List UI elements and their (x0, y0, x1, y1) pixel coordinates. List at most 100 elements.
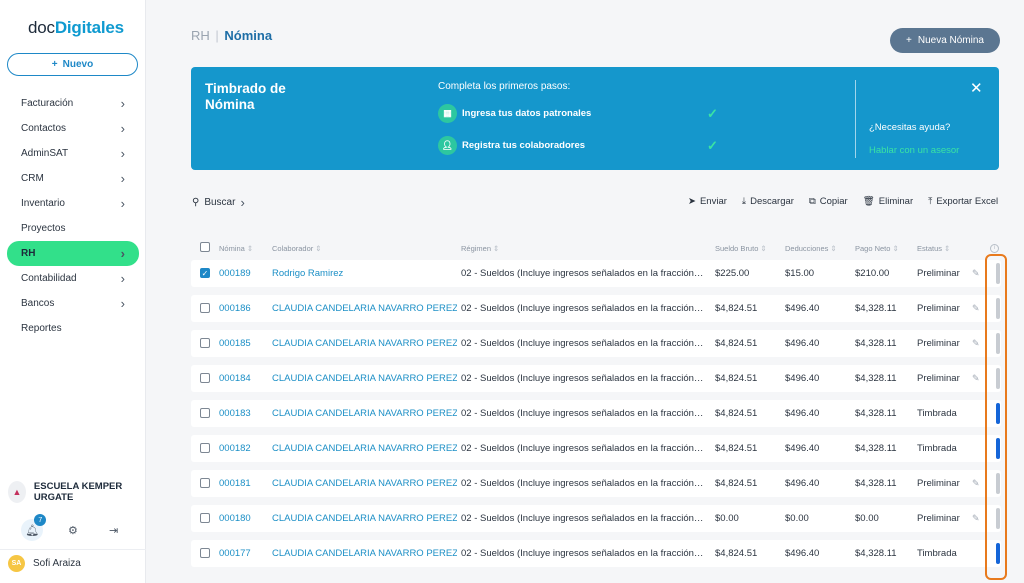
column-header-estatus[interactable]: Estatus ⇕ (917, 244, 950, 253)
table-row[interactable]: 000180 CLAUDIA CANDELARIA NAVARRO PEREZ 02… (191, 505, 1001, 532)
edit-pencil-icon[interactable]: ✎ (972, 268, 980, 278)
cell-colaborador[interactable]: CLAUDIA CANDELARIA NAVARRO PEREZ (272, 478, 457, 489)
cell-nomina[interactable]: 000181 (219, 478, 251, 489)
settings-gear-icon[interactable]: ⚙ (68, 524, 78, 537)
step-employer-data[interactable]: ▦ Ingresa tus datos patronales (438, 104, 591, 123)
row-checkbox[interactable] (200, 548, 210, 558)
row-checkbox[interactable] (200, 513, 210, 523)
organization-logo-icon: ▲ (8, 481, 26, 503)
cell-colaborador[interactable]: CLAUDIA CANDELARIA NAVARRO PEREZ (272, 548, 457, 559)
edit-pencil-icon[interactable]: ✎ (972, 513, 980, 523)
row-checkbox[interactable]: ✓ (200, 268, 210, 278)
cell-deducciones: $496.40 (785, 478, 820, 489)
sidebar-item-rh[interactable]: RH › (7, 241, 139, 266)
search-toggle[interactable]: ⚲ Buscar › (192, 196, 245, 209)
sidebar-item-inventario[interactable]: Inventario › (7, 191, 139, 216)
sidebar-nav: Facturación › Contactos › AdminSAT › CRM › Inven… (7, 91, 139, 341)
cell-nomina[interactable]: 000182 (219, 443, 251, 454)
organization-switcher[interactable]: ▲ ESCUELA KEMPER URGATE (8, 481, 140, 503)
sidebar-item-proyectos[interactable]: Proyectos (7, 216, 139, 241)
copy-button[interactable]: ⧉ Copiar (809, 196, 848, 207)
row-checkbox[interactable] (200, 373, 210, 383)
column-header-pago-neto[interactable]: Pago Neto ⇕ (855, 244, 899, 253)
new-payroll-button[interactable]: + Nueva Nómina (890, 28, 1000, 53)
cell-regimen: 02 - Sueldos (Incluye ingresos señalados… (461, 443, 706, 454)
select-all-checkbox[interactable] (200, 242, 210, 252)
breadcrumb-parent[interactable]: RH (191, 28, 210, 43)
table-row[interactable]: 000177 CLAUDIA CANDELARIA NAVARRO PEREZ 02… (191, 540, 1001, 567)
cell-nomina[interactable]: 000185 (219, 338, 251, 349)
download-button[interactable]: ⤓ Descargar (742, 196, 794, 207)
cell-nomina[interactable]: 000189 (219, 268, 251, 279)
cell-sueldo-bruto: $4,824.51 (715, 303, 758, 314)
logout-icon[interactable]: ⇥ (109, 524, 119, 537)
cell-regimen: 02 - Sueldos (Incluye ingresos señalados… (461, 478, 706, 489)
table-row[interactable]: ✓ 000189 Rodrigo Ramirez 02 - Sueldos (Incl… (191, 260, 1001, 287)
cell-nomina[interactable]: 000183 (219, 408, 251, 419)
close-icon[interactable]: ✕ (970, 80, 983, 97)
checkmark-icon: ✓ (707, 106, 718, 121)
column-label: Estatus (917, 244, 943, 253)
sidebar-item-facturaci-n[interactable]: Facturación › (7, 91, 139, 116)
cell-regimen: 02 - Sueldos (Incluye ingresos señalados… (461, 268, 706, 279)
column-header-sueldo-bruto[interactable]: Sueldo Bruto ⇕ (715, 244, 767, 253)
cell-colaborador[interactable]: Rodrigo Ramirez (272, 268, 344, 279)
table-row[interactable]: 000186 CLAUDIA CANDELARIA NAVARRO PEREZ 02… (191, 295, 1001, 322)
sidebar-item-contabilidad[interactable]: Contabilidad › (7, 266, 139, 291)
sidebar-item-label: Facturación (21, 98, 74, 109)
step-employees[interactable]: 👤︎ Registra tus colaboradores (438, 136, 585, 155)
sidebar-item-adminsat[interactable]: AdminSAT › (7, 141, 139, 166)
table-row[interactable]: 000182 CLAUDIA CANDELARIA NAVARRO PEREZ 02… (191, 435, 1001, 462)
table-row[interactable]: 000181 CLAUDIA CANDELARIA NAVARRO PEREZ 02… (191, 470, 1001, 497)
sidebar-item-label: Bancos (21, 298, 55, 309)
new-button[interactable]: + Nuevo (7, 53, 138, 76)
row-checkbox[interactable] (200, 408, 210, 418)
cell-nomina[interactable]: 000180 (219, 513, 251, 524)
table-row[interactable]: 000183 CLAUDIA CANDELARIA NAVARRO PEREZ 02… (191, 400, 1001, 427)
table-row[interactable]: 000184 CLAUDIA CANDELARIA NAVARRO PEREZ 02… (191, 365, 1001, 392)
table-row[interactable]: 000185 CLAUDIA CANDELARIA NAVARRO PEREZ 02… (191, 330, 1001, 357)
cell-nomina[interactable]: 000184 (219, 373, 251, 384)
avatar: SA (8, 555, 25, 572)
row-checkbox[interactable] (200, 478, 210, 488)
edit-pencil-icon[interactable]: ✎ (972, 338, 980, 348)
export-excel-button[interactable]: ⤒ Exportar Excel (928, 196, 998, 207)
column-header-colaborador[interactable]: Colaborador ⇕ (272, 244, 322, 253)
cell-nomina[interactable]: 000186 (219, 303, 251, 314)
sidebar-item-reportes[interactable]: Reportes (7, 316, 139, 341)
send-button[interactable]: ➤ Enviar (688, 196, 727, 207)
cell-colaborador[interactable]: CLAUDIA CANDELARIA NAVARRO PEREZ (272, 408, 457, 419)
cell-deducciones: $496.40 (785, 373, 820, 384)
edit-pencil-icon[interactable]: ✎ (972, 373, 980, 383)
cell-colaborador[interactable]: CLAUDIA CANDELARIA NAVARRO PEREZ (272, 373, 457, 384)
export-label: Exportar Excel (936, 196, 999, 207)
send-icon: ➤ (688, 196, 696, 207)
cell-colaborador[interactable]: CLAUDIA CANDELARIA NAVARRO PEREZ (272, 303, 457, 314)
column-header-regimen[interactable]: Régimen ⇕ (461, 244, 499, 253)
cell-colaborador[interactable]: CLAUDIA CANDELARIA NAVARRO PEREZ (272, 338, 457, 349)
cell-regimen: 02 - Sueldos (Incluye ingresos señalados… (461, 408, 706, 419)
sidebar-item-label: Contactos (21, 123, 67, 134)
user-profile[interactable]: SA Sofi Araiza (8, 555, 81, 572)
column-header-nomina[interactable]: Nómina ⇕ (219, 244, 253, 253)
sidebar-item-label: Contabilidad (21, 273, 77, 284)
row-checkbox[interactable] (200, 303, 210, 313)
edit-pencil-icon[interactable]: ✎ (972, 478, 980, 488)
cell-nomina[interactable]: 000177 (219, 548, 251, 559)
new-payroll-label: Nueva Nómina (917, 35, 984, 46)
contact-advisor-link[interactable]: Hablar con un asesor (869, 145, 960, 156)
sidebar-item-contactos[interactable]: Contactos › (7, 116, 139, 141)
column-header-deducciones[interactable]: Deducciones ⇕ (785, 244, 837, 253)
sidebar-item-bancos[interactable]: Bancos › (7, 291, 139, 316)
cell-colaborador[interactable]: CLAUDIA CANDELARIA NAVARRO PEREZ (272, 443, 457, 454)
info-icon[interactable]: i (990, 244, 999, 253)
column-label: Pago Neto (855, 244, 891, 253)
delete-button[interactable]: 🗑︎ Eliminar (863, 196, 913, 207)
sidebar-item-crm[interactable]: CRM › (7, 166, 139, 191)
row-checkbox[interactable] (200, 338, 210, 348)
cell-colaborador[interactable]: CLAUDIA CANDELARIA NAVARRO PEREZ (272, 513, 457, 524)
edit-pencil-icon[interactable]: ✎ (972, 303, 980, 313)
app-logo[interactable]: docDigitales (28, 18, 124, 38)
row-checkbox[interactable] (200, 443, 210, 453)
notifications-bell-icon[interactable]: 🔔︎ 7 (21, 514, 47, 541)
